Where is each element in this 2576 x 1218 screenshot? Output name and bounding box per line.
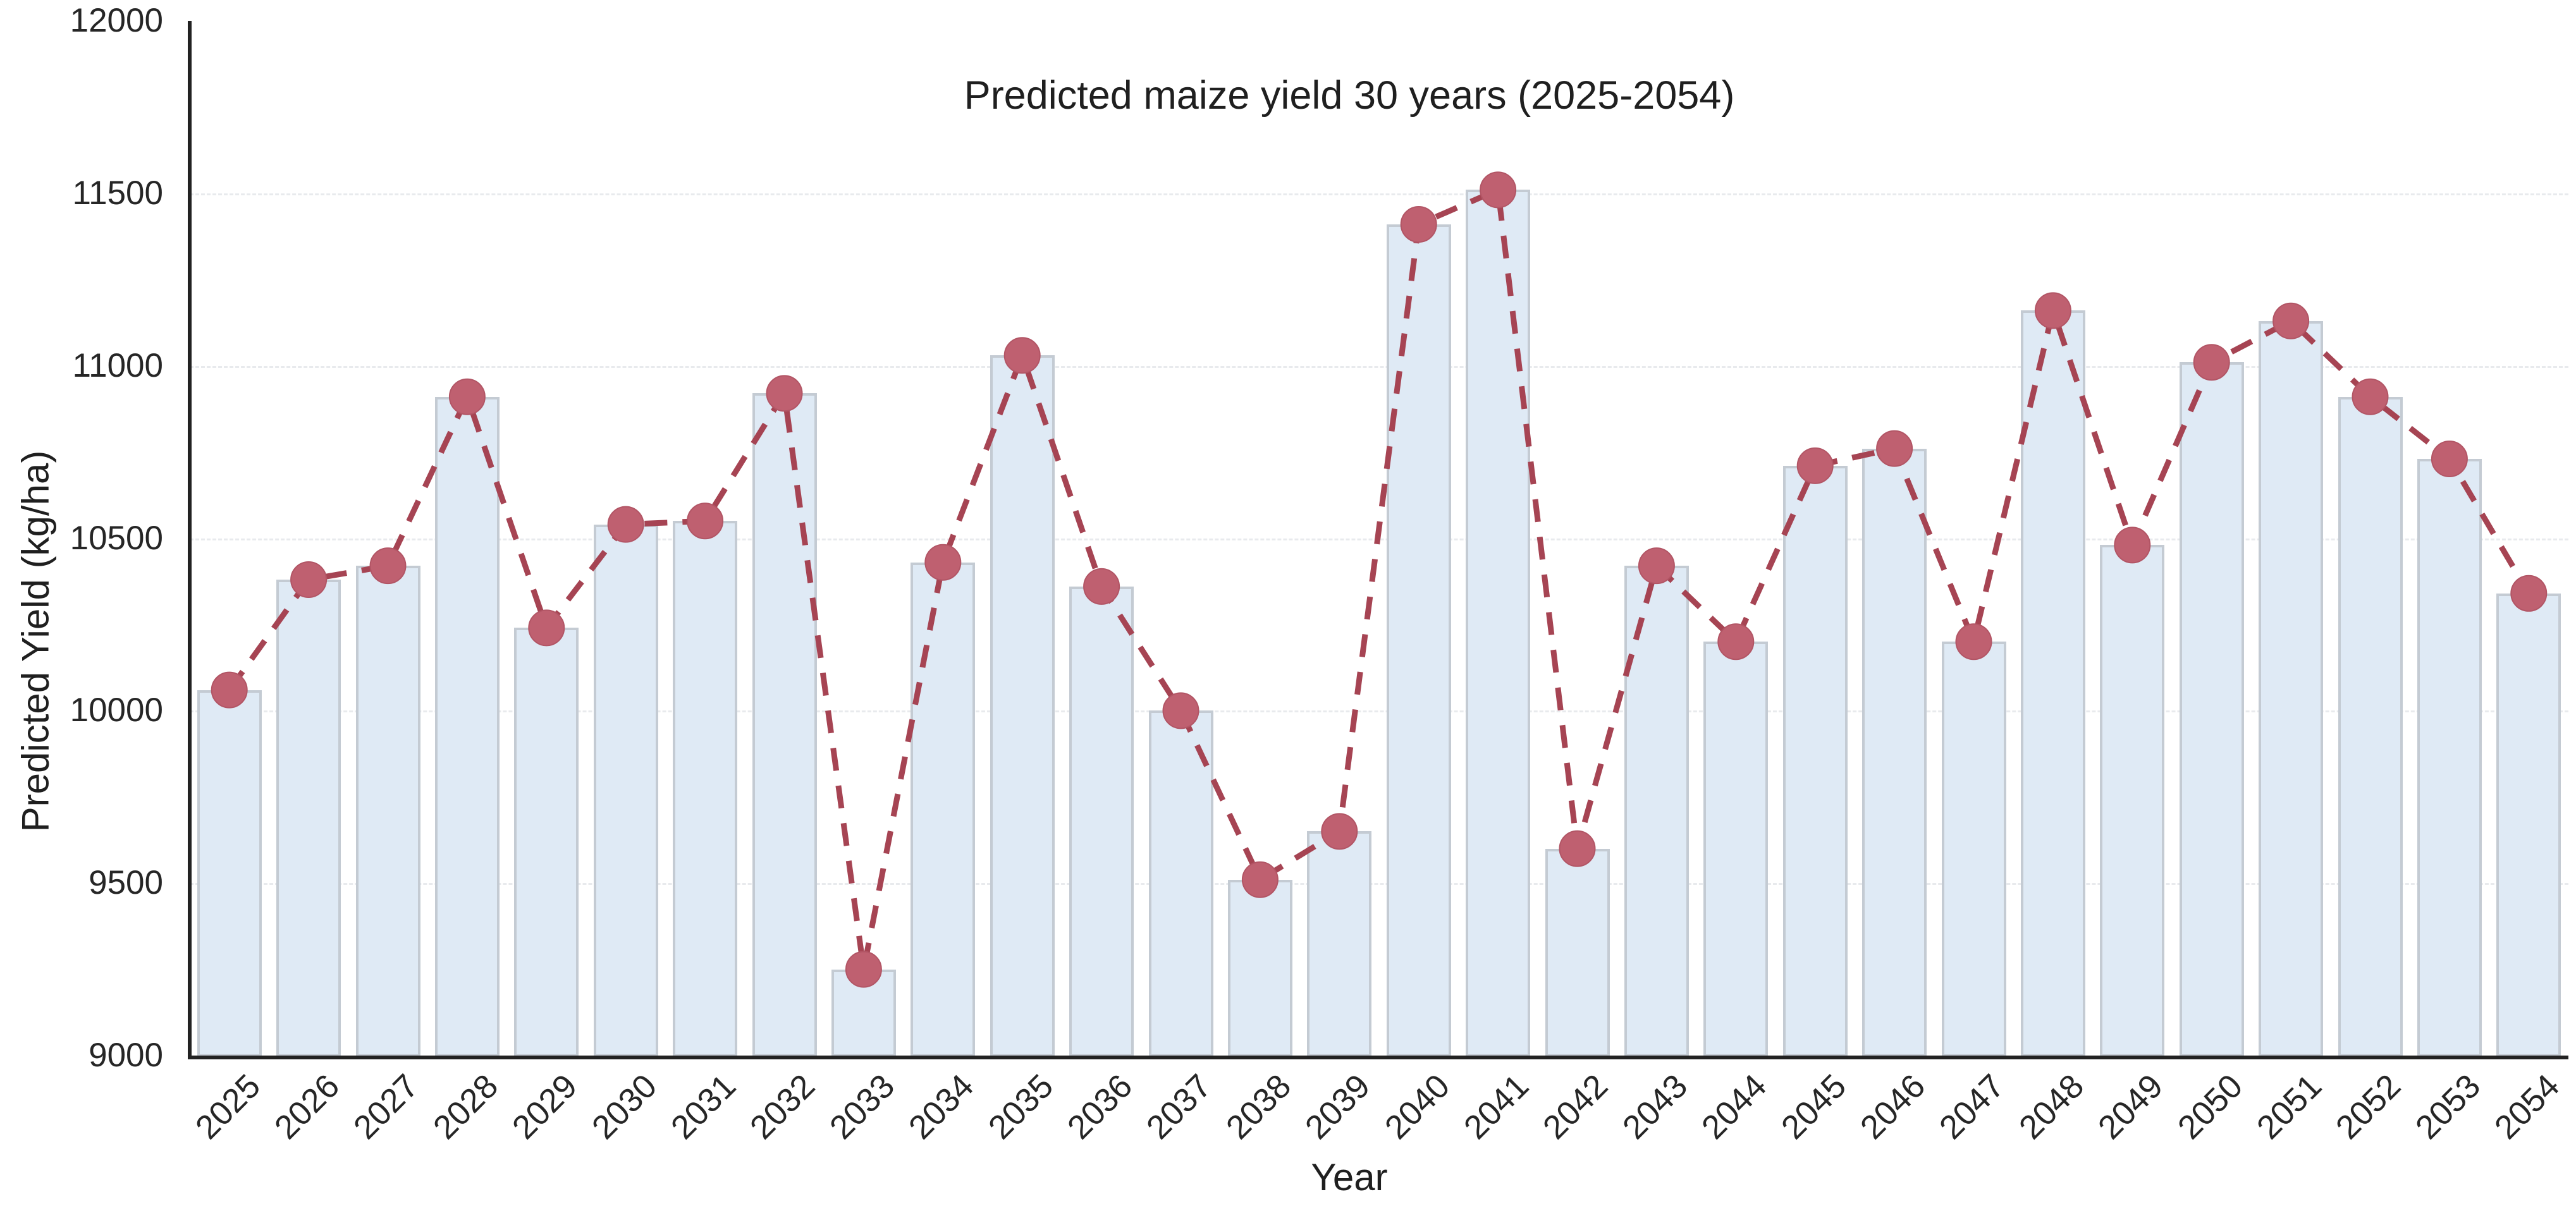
x-tick-label-2044: 2044	[1695, 1067, 1774, 1147]
bar-2040	[1387, 224, 1451, 1057]
bar-2035	[990, 355, 1055, 1057]
bar-2031	[673, 521, 737, 1057]
bar-2038	[1228, 880, 1292, 1057]
y-tick-label-10500: 10500	[70, 520, 163, 557]
gridline-11500	[190, 193, 2568, 195]
x-tick-label-2029: 2029	[505, 1067, 585, 1147]
bar-2032	[752, 393, 817, 1057]
x-axis-label: Year	[1311, 1156, 1388, 1198]
bar-2034	[911, 563, 975, 1057]
x-tick-label-2054: 2054	[2487, 1067, 2567, 1147]
x-tick-label-2046: 2046	[1853, 1067, 1933, 1147]
x-tick-label-2050: 2050	[2171, 1067, 2250, 1147]
x-tick-label-2034: 2034	[902, 1067, 981, 1147]
y-tick-label-12000: 12000	[70, 2, 163, 39]
x-tick-label-2027: 2027	[347, 1067, 426, 1147]
x-axis-spine	[188, 1056, 2568, 1059]
bar-2025	[197, 690, 262, 1057]
y-tick-label-11000: 11000	[72, 347, 163, 384]
bar-2053	[2417, 459, 2482, 1057]
bar-2044	[1703, 642, 1768, 1057]
y-tick-label-9000: 9000	[89, 1037, 163, 1074]
bar-2041	[1466, 190, 1530, 1057]
x-tick-label-2030: 2030	[585, 1067, 665, 1147]
bar-2045	[1783, 466, 1848, 1057]
x-tick-label-2031: 2031	[664, 1067, 744, 1147]
x-tick-label-2047: 2047	[1932, 1067, 2012, 1147]
x-tick-label-2039: 2039	[1298, 1067, 1378, 1147]
bar-2029	[514, 628, 579, 1057]
y-axis-label: Predicted Yield (kg/ha)	[14, 450, 57, 832]
y-tick-label-11500: 11500	[72, 174, 163, 212]
x-tick-label-2025: 2025	[188, 1067, 268, 1147]
bar-2043	[1624, 566, 1689, 1057]
bar-2046	[1862, 449, 1927, 1057]
bar-2051	[2259, 321, 2323, 1057]
x-tick-label-2045: 2045	[1774, 1067, 1854, 1147]
x-tick-label-2028: 2028	[426, 1067, 506, 1147]
bar-2033	[831, 970, 896, 1057]
x-tick-label-2042: 2042	[1536, 1067, 1616, 1147]
x-tick-label-2035: 2035	[981, 1067, 1061, 1147]
bar-2052	[2338, 397, 2403, 1057]
x-tick-label-2040: 2040	[1378, 1067, 1457, 1147]
bar-2039	[1307, 831, 1371, 1057]
x-tick-label-2048: 2048	[2012, 1067, 2092, 1147]
x-tick-label-2037: 2037	[1139, 1067, 1219, 1147]
bar-2049	[2100, 545, 2164, 1057]
x-tick-label-2038: 2038	[1219, 1067, 1299, 1147]
bar-2047	[1942, 642, 2006, 1057]
x-tick-label-2036: 2036	[1060, 1067, 1140, 1147]
bar-2048	[2021, 310, 2085, 1057]
chart-title: Predicted maize yield 30 years (2025-205…	[964, 73, 1735, 118]
x-tick-label-2026: 2026	[267, 1067, 347, 1147]
y-tick-label-9500: 9500	[89, 864, 163, 901]
x-tick-label-2043: 2043	[1616, 1067, 1695, 1147]
x-tick-label-2041: 2041	[1457, 1067, 1536, 1147]
bar-2030	[594, 525, 658, 1057]
bar-2054	[2496, 594, 2561, 1057]
x-tick-label-2033: 2033	[823, 1067, 902, 1147]
bar-2028	[435, 397, 500, 1057]
x-tick-label-2052: 2052	[2329, 1067, 2408, 1147]
bar-2042	[1545, 849, 1610, 1057]
bar-2037	[1149, 710, 1213, 1057]
bar-2026	[276, 580, 341, 1057]
bar-2027	[356, 566, 420, 1057]
bar-2050	[2180, 362, 2244, 1057]
y-tick-label-10000: 10000	[70, 691, 163, 729]
bar-2036	[1069, 587, 1134, 1057]
y-axis-spine	[188, 21, 192, 1059]
x-tick-label-2053: 2053	[2408, 1067, 2488, 1147]
x-tick-label-2051: 2051	[2250, 1067, 2329, 1147]
x-tick-label-2032: 2032	[743, 1067, 823, 1147]
x-tick-label-2049: 2049	[2091, 1067, 2171, 1147]
